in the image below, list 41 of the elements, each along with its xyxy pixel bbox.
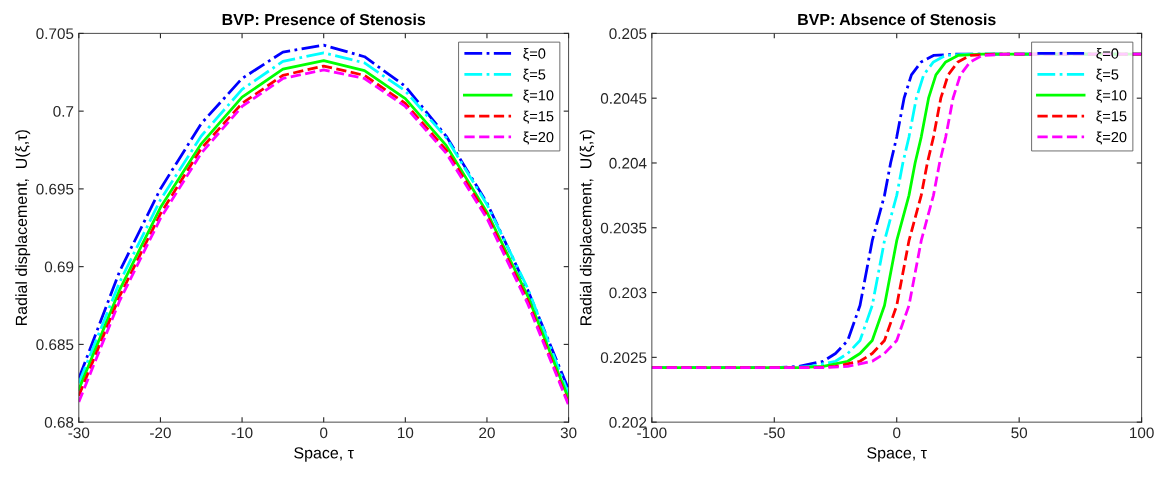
legend-label: ξ=0 — [523, 47, 546, 62]
x-tick-label: 0 — [320, 427, 328, 439]
legend-label: ξ=0 — [1096, 47, 1119, 62]
x-tick-label: 20 — [479, 427, 495, 439]
y-tick-label: 0.69 — [44, 261, 74, 273]
y-tick-label: 0.705 — [36, 28, 74, 40]
y-axis-title: Radial displacement, U(ξ,τ) — [15, 130, 31, 326]
x-tick-label: 30 — [560, 427, 577, 439]
y-tick-label: 0.205 — [609, 28, 647, 40]
chart-title: BVP: Presence of Stenosis — [222, 13, 426, 26]
x-tick-label: -20 — [150, 427, 171, 439]
x-tick-label: -10 — [231, 427, 253, 439]
y-tick-label: 0.202 — [609, 417, 647, 428]
y-tick-label: 0.7 — [53, 106, 74, 117]
x-tick-label: 100 — [1130, 427, 1154, 439]
y-tick-label: 0.203 — [609, 287, 647, 299]
legend-label: ξ=10 — [1096, 89, 1127, 103]
x-axis-title: Space, τ — [294, 447, 354, 462]
x-tick-label: 0 — [893, 427, 901, 439]
x-tick-label: -100 — [637, 427, 667, 439]
y-tick-label: 0.204 — [609, 157, 647, 169]
legend-label: ξ=20 — [523, 131, 554, 145]
legend-label: ξ=5 — [523, 68, 546, 82]
legend-label: ξ=15 — [1096, 110, 1127, 124]
x-axis-title: Space, τ — [867, 447, 927, 462]
chart-title: BVP: Absence of Stenosis — [798, 13, 996, 26]
x-tick-label: -30 — [68, 427, 90, 439]
x-tick-label: 10 — [398, 427, 414, 439]
y-tick-label: 0.2035 — [600, 222, 647, 234]
y-tick-label: 0.2025 — [600, 352, 647, 364]
legend-label: ξ=5 — [1096, 68, 1119, 82]
y-tick-label: 0.68 — [44, 417, 74, 428]
legend-label: ξ=10 — [523, 89, 554, 103]
y-axis-title: Radial displacement, U(ξ,τ) — [579, 130, 595, 326]
y-tick-label: 0.695 — [36, 183, 74, 195]
x-tick-label: 50 — [1011, 427, 1028, 439]
legend-label: ξ=20 — [1096, 131, 1127, 145]
legend-label: ξ=15 — [523, 110, 554, 124]
y-tick-label: 0.2045 — [600, 93, 647, 104]
y-tick-label: 0.685 — [36, 339, 74, 351]
x-tick-label: -50 — [763, 427, 785, 439]
